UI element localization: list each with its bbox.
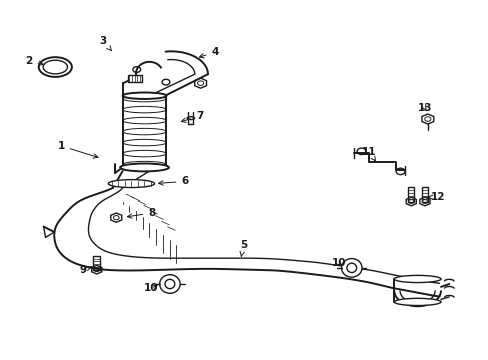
Text: 2: 2 — [25, 56, 43, 66]
Ellipse shape — [108, 180, 154, 188]
Ellipse shape — [393, 298, 440, 306]
FancyBboxPatch shape — [128, 75, 142, 82]
Text: 11: 11 — [361, 147, 376, 161]
Ellipse shape — [39, 57, 72, 77]
Text: 4: 4 — [199, 47, 219, 58]
Text: 9: 9 — [79, 265, 91, 275]
Ellipse shape — [43, 60, 67, 74]
Text: 7: 7 — [181, 111, 203, 122]
Text: 10: 10 — [331, 258, 346, 268]
Text: 13: 13 — [417, 103, 431, 113]
Ellipse shape — [120, 163, 168, 171]
Ellipse shape — [122, 93, 166, 99]
Ellipse shape — [393, 275, 440, 283]
Text: 12: 12 — [427, 192, 445, 202]
Text: 5: 5 — [240, 240, 246, 256]
Ellipse shape — [159, 275, 180, 293]
Ellipse shape — [187, 117, 194, 120]
Text: 6: 6 — [158, 176, 188, 186]
Ellipse shape — [341, 258, 361, 277]
Text: 1: 1 — [58, 141, 98, 158]
Text: 3: 3 — [99, 36, 111, 51]
Text: 8: 8 — [127, 208, 155, 218]
Text: 10: 10 — [143, 283, 158, 293]
